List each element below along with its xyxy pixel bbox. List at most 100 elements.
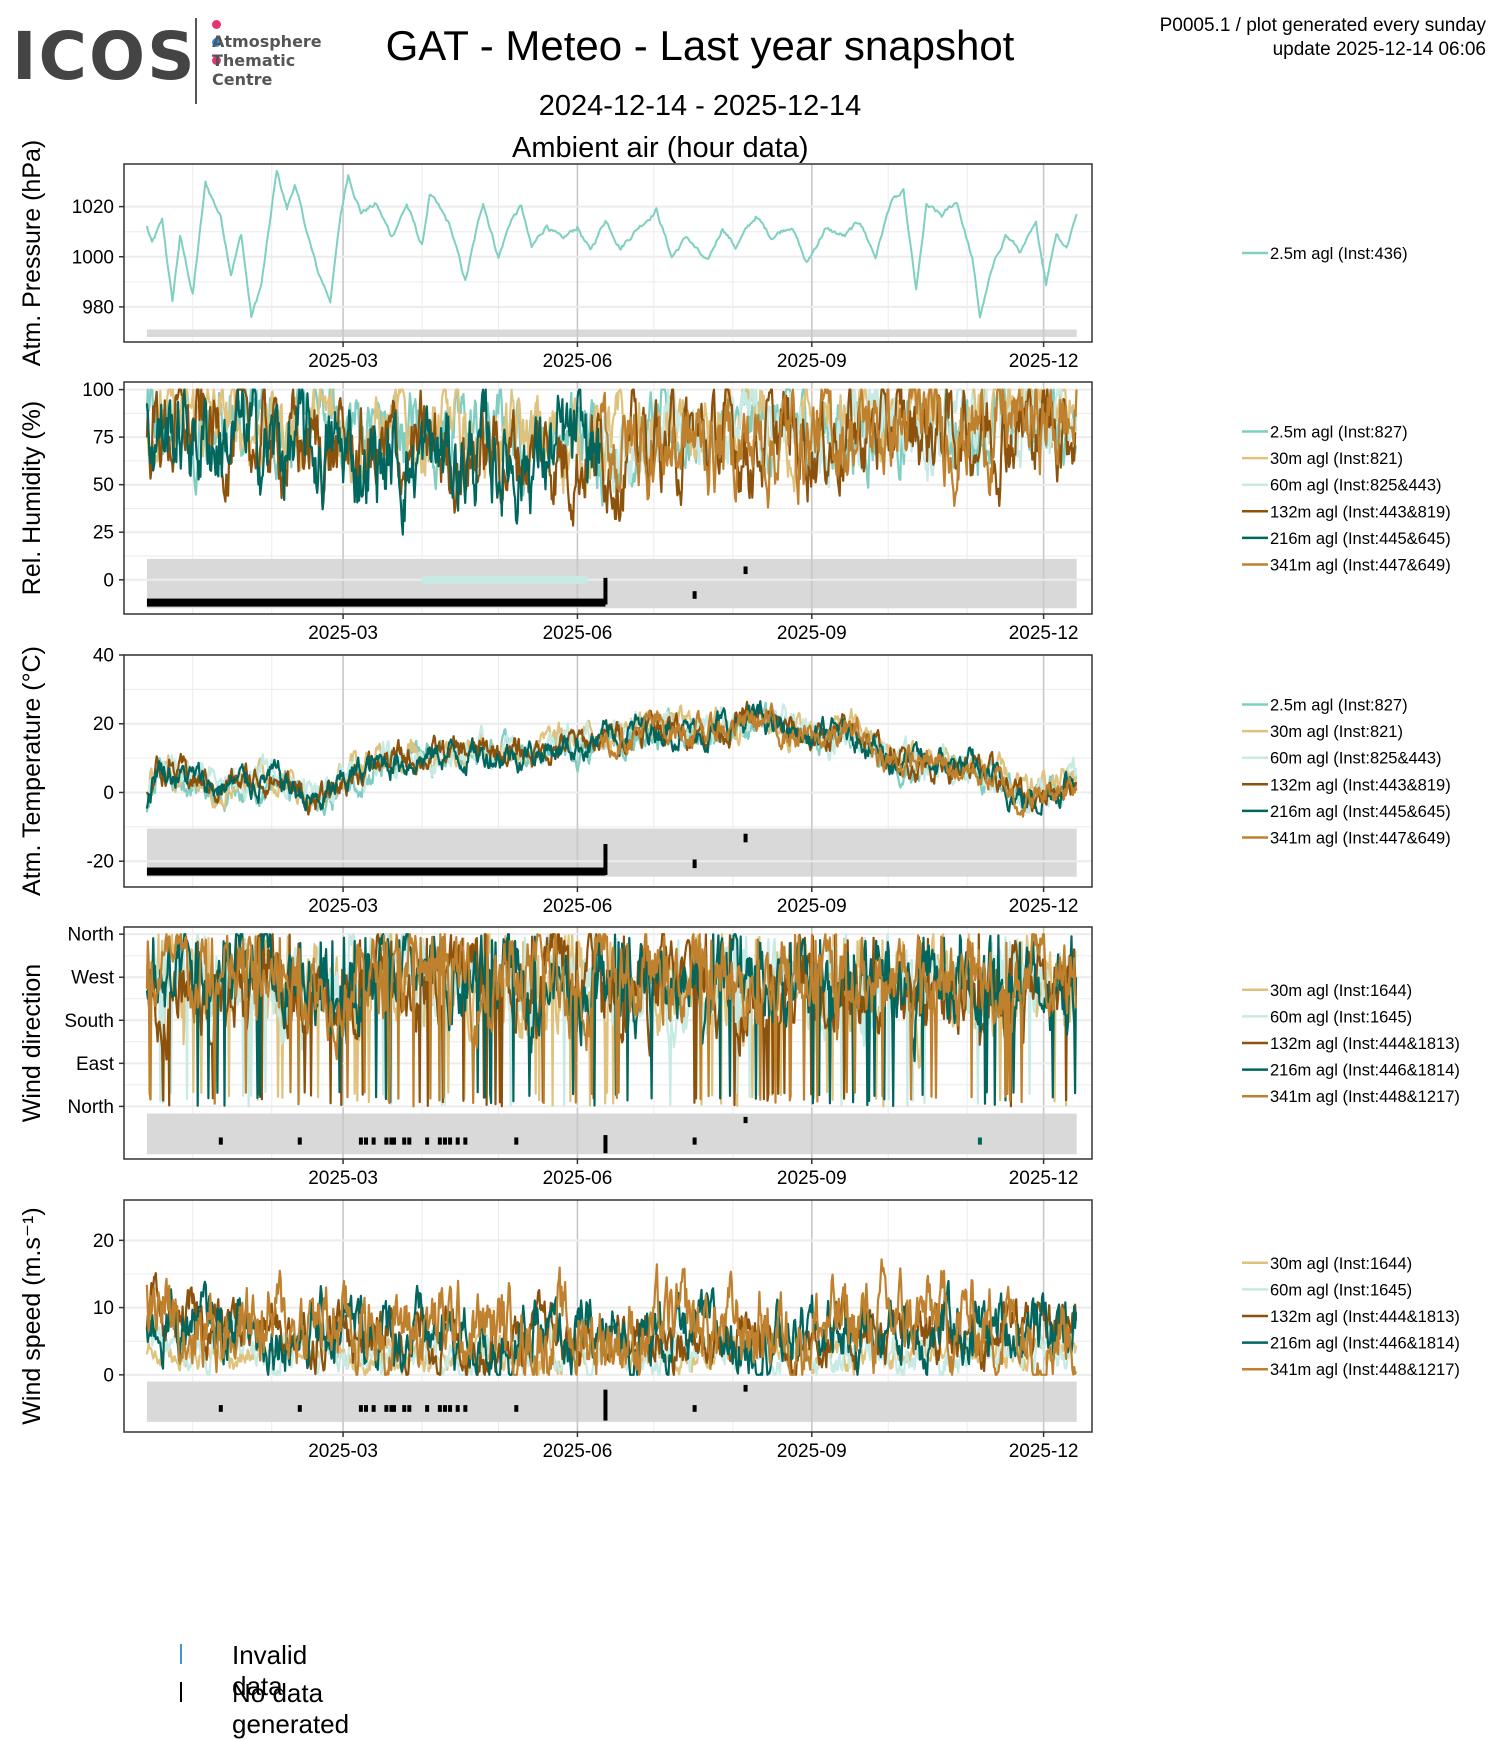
status-tick	[442, 1137, 447, 1145]
y-axis-label: Wind speed (m.s⁻¹)	[18, 1207, 46, 1424]
section-title: Ambient air (hour data)	[512, 132, 809, 164]
legend-label: 2.5m agl (Inst:827)	[1270, 697, 1408, 715]
series-line-4	[145, 388, 601, 536]
series-line-4	[145, 1258, 1078, 1376]
logo-dot	[212, 20, 221, 29]
plot-border	[123, 163, 1093, 343]
status-tick	[402, 1405, 407, 1412]
y-tick-label: 0	[103, 783, 114, 804]
legend-label: 216m agl (Inst:446&1814)	[1270, 1335, 1460, 1353]
x-tick-label: 2025-12	[1009, 1441, 1079, 1462]
series-line-0	[145, 170, 1078, 319]
status-tick	[392, 1405, 397, 1412]
x-tick-label: 2025-03	[308, 1168, 378, 1189]
status-tick	[371, 1137, 376, 1145]
logo-wordmark: ICOS	[12, 18, 197, 95]
y-tick-label: 1000	[72, 247, 114, 268]
x-tick-label: 2025-12	[1009, 1168, 1079, 1189]
x-tick-label: 2025-06	[543, 1441, 613, 1462]
y-tick-label: 10	[93, 1298, 114, 1319]
series-line-3	[145, 388, 1077, 527]
status-tick	[297, 1405, 302, 1412]
status-tick	[977, 1137, 982, 1145]
status-tick	[463, 1405, 468, 1412]
y-tick-label: West	[71, 968, 115, 989]
status-tick	[743, 833, 748, 843]
y-axis-label: Atm. Pressure (hPa)	[18, 140, 46, 366]
x-tick-label: 2025-09	[777, 351, 847, 372]
status-tick	[442, 1405, 447, 1412]
status-legend-label: No data generated	[232, 1678, 350, 1739]
legend-label: 341m agl (Inst:447&649)	[1270, 557, 1451, 575]
status-tick	[389, 1405, 394, 1412]
date-range-wrap: 2024-12-14 - 2025-12-14	[0, 90, 1500, 123]
status-tick	[218, 1137, 223, 1145]
legend-label: 216m agl (Inst:446&1814)	[1270, 1062, 1460, 1080]
chart-title: GAT - Meteo - Last year snapshot	[385, 22, 1015, 69]
y-tick-label: North	[68, 1097, 114, 1118]
plot-meta-line1: P0005.1 / plot generated every sunday	[1159, 15, 1486, 36]
x-tick-label: 2025-12	[1009, 896, 1079, 917]
x-tick-label: 2025-06	[543, 351, 613, 372]
y-tick-label: North	[68, 925, 114, 946]
status-tick	[437, 1137, 442, 1145]
status-tick	[692, 859, 697, 869]
series-line-5	[599, 388, 1078, 509]
x-tick-label: 2025-12	[1009, 623, 1079, 644]
status-tick	[425, 1405, 430, 1412]
status-tick	[364, 1137, 368, 1145]
legend-label: 132m agl (Inst:444&1813)	[1270, 1035, 1460, 1053]
series-line-4	[145, 700, 1077, 816]
logo-divider	[195, 18, 197, 104]
date-range: 2024-12-14 - 2025-12-14	[538, 90, 862, 122]
x-tick-label: 2025-12	[1009, 351, 1079, 372]
status-tick	[514, 1137, 519, 1145]
legend-label: 341m agl (Inst:448&1217)	[1270, 1361, 1460, 1379]
invalid-data-glyph-icon	[180, 1644, 182, 1664]
status-band	[146, 1113, 1077, 1155]
y-tick-label: 20	[93, 1231, 114, 1252]
status-tick	[358, 1137, 363, 1145]
y-tick-label: -20	[87, 852, 114, 873]
plot-border	[123, 926, 1093, 1160]
x-tick-label: 2025-06	[543, 896, 613, 917]
y-tick-label: 50	[93, 475, 114, 496]
x-tick-label: 2025-09	[777, 623, 847, 644]
legend-label: 30m agl (Inst:821)	[1270, 450, 1403, 468]
legend-label: 60m agl (Inst:1645)	[1270, 1008, 1412, 1026]
panel-temperature: 2.5m agl (Inst:827) 30m agl (Inst:821) 60m…	[18, 646, 1451, 918]
status-band	[146, 1381, 1077, 1422]
plot-meta-line2: update 2025-12-14 06:06	[1272, 39, 1486, 60]
legend-label: 30m agl (Inst:1644)	[1270, 1255, 1412, 1273]
x-tick-label: 2025-03	[308, 623, 378, 644]
status-tick	[743, 1116, 748, 1124]
legend-label: 341m agl (Inst:447&649)	[1270, 830, 1451, 848]
legend-label: 341m agl (Inst:448&1217)	[1270, 1088, 1460, 1106]
plot-border	[123, 1199, 1093, 1433]
status-tick	[455, 1405, 460, 1412]
status-tick	[437, 1405, 442, 1412]
x-tick-label: 2025-03	[308, 896, 378, 917]
status-bar	[146, 598, 606, 607]
status-tick	[514, 1405, 519, 1412]
logo-subtitle: Atmosphere Thematic Centre	[212, 32, 322, 89]
status-tick	[603, 844, 608, 875]
series-line-5	[599, 702, 1078, 818]
y-tick-label: South	[64, 1011, 114, 1032]
status-tick	[692, 591, 697, 599]
y-axis-label: Atm. Temperature (°C)	[18, 646, 46, 896]
y-axis-label: Wind direction	[18, 964, 46, 1122]
legend-label: 216m agl (Inst:445&645)	[1270, 803, 1451, 821]
x-tick-label: 2025-09	[777, 896, 847, 917]
legend-label: 216m agl (Inst:445&645)	[1270, 530, 1451, 548]
legend-label: 30m agl (Inst:821)	[1270, 723, 1403, 741]
legend-label: 2.5m agl (Inst:436)	[1270, 245, 1408, 263]
legend-label: 30m agl (Inst:1644)	[1270, 982, 1412, 1000]
status-tick	[463, 1137, 468, 1145]
y-tick-label: 0	[103, 1365, 114, 1386]
x-tick-label: 2025-09	[777, 1441, 847, 1462]
y-tick-label: 75	[93, 428, 114, 449]
status-tick	[692, 1137, 697, 1145]
status-tick	[603, 577, 608, 605]
